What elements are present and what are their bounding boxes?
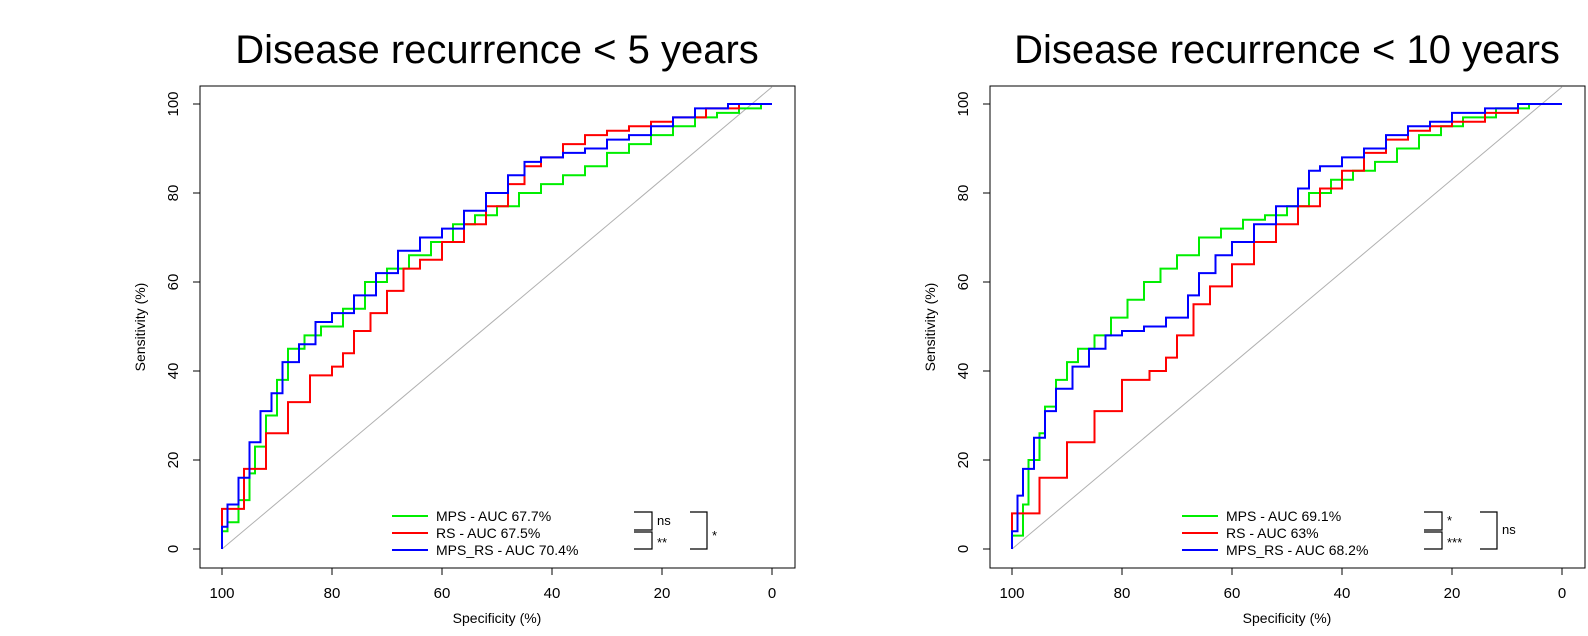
legend-entry: MPS - AUC 67.7%: [436, 508, 551, 524]
y-tick-label: 0: [165, 545, 182, 553]
y-tick-label: 20: [165, 452, 182, 469]
significance-mps-rs-label: **: [657, 535, 667, 550]
roc-curve-series-0: [221, 103, 772, 549]
y-axis: 0 20 40 60 80 100: [955, 91, 990, 553]
legend-entry: RS - AUC 63%: [1226, 525, 1319, 541]
roc-curve-series-1: [221, 103, 772, 549]
legend-entry: MPS_RS - AUC 68.2%: [1226, 542, 1368, 558]
x-tick-label: 40: [544, 585, 561, 602]
significance-outer-label: *: [712, 528, 717, 543]
significance-outer-label: ns: [1502, 522, 1516, 537]
significance-brackets: ns ** *: [634, 511, 717, 550]
roc-curve-series-2: [1011, 103, 1562, 549]
x-tick-label: 20: [1444, 585, 1461, 602]
y-tick-label: 40: [955, 363, 972, 380]
x-tick-label: 0: [1558, 585, 1566, 602]
y-tick-label: 0: [955, 545, 972, 553]
roc-curve-series-1: [1011, 103, 1562, 549]
y-axis: 0 20 40 60 80 100: [165, 91, 200, 553]
roc-chart-10-years: Disease recurrence < 10 years 100 80 60 40 2…: [922, 28, 1586, 626]
legend-entry: MPS_RS - AUC 70.4%: [436, 542, 578, 558]
legend: MPS - AUC 67.7%RS - AUC 67.5%MPS_RS - AU…: [392, 508, 578, 558]
legend: MPS - AUC 69.1%RS - AUC 63%MPS_RS - AUC …: [1182, 508, 1368, 558]
roc-curve-series-0: [1011, 103, 1562, 549]
y-tick-label: 20: [955, 452, 972, 469]
roc-curve-series-2: [221, 103, 772, 549]
significance-brackets: * *** ns: [1424, 511, 1516, 550]
y-axis-label: Sensitivity (%): [132, 283, 148, 372]
chart-title: Disease recurrence < 5 years: [235, 28, 759, 72]
y-tick-label: 100: [955, 91, 972, 116]
legend-entry: RS - AUC 67.5%: [436, 525, 540, 541]
roc-curves: [221, 103, 772, 549]
plot-frame: [989, 85, 1586, 569]
x-tick-label: 80: [324, 585, 341, 602]
diagonal-reference-line: [221, 86, 773, 550]
x-tick-label: 100: [999, 585, 1024, 602]
x-tick-label: 80: [1114, 585, 1131, 602]
x-tick-label: 60: [1224, 585, 1241, 602]
x-tick-label: 0: [768, 585, 776, 602]
legend-entry: MPS - AUC 69.1%: [1226, 508, 1341, 524]
y-tick-label: 60: [955, 274, 972, 291]
plot-frame: [199, 85, 796, 569]
x-tick-label: 40: [1334, 585, 1351, 602]
roc-curves: [1011, 103, 1562, 549]
y-tick-label: 40: [165, 363, 182, 380]
x-axis: 100 80 60 40 20 0: [999, 568, 1566, 602]
y-tick-label: 80: [955, 185, 972, 202]
diagonal-reference-line: [1011, 86, 1563, 550]
y-tick-label: 60: [165, 274, 182, 291]
significance-rs-label: *: [1447, 513, 1452, 528]
y-tick-label: 80: [165, 185, 182, 202]
x-tick-label: 100: [209, 585, 234, 602]
x-axis-label: Specificity (%): [453, 610, 542, 626]
significance-rs-label: ns: [657, 513, 671, 528]
chart-title: Disease recurrence < 10 years: [1014, 28, 1560, 72]
roc-chart-5-years: Disease recurrence < 5 years 100 80 60 40 20…: [132, 28, 796, 626]
y-tick-label: 100: [165, 91, 182, 116]
y-axis-label: Sensitivity (%): [922, 283, 938, 372]
x-tick-label: 20: [654, 585, 671, 602]
significance-mps-rs-label: ***: [1447, 535, 1462, 550]
x-tick-label: 60: [434, 585, 451, 602]
x-axis: 100 80 60 40 20 0: [209, 568, 776, 602]
x-axis-label: Specificity (%): [1243, 610, 1332, 626]
